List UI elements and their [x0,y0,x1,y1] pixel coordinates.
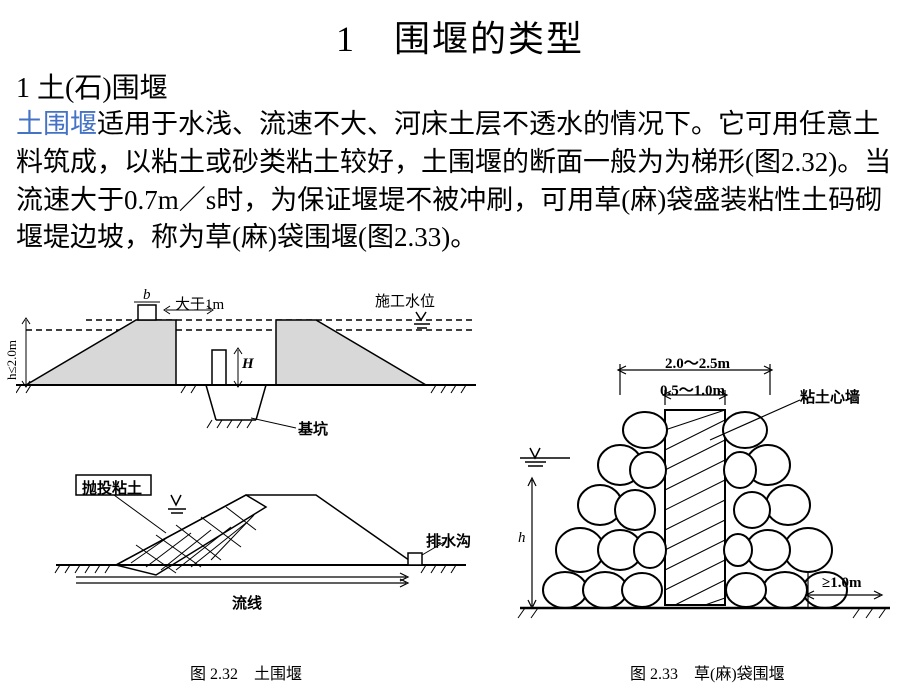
main-title: 1 围堰的类型 [0,0,920,62]
label-drain: 排水沟 [426,530,471,551]
body-text: 土围堰适用于水浅、流速不大、河床土层不透水的情况下。它可用任意土料筑成，以粘土或… [0,106,920,257]
body-content: 适用于水浅、流速不大、河床土层不透水的情况下。它可用任意土料筑成，以粘土或砂类粘… [16,109,891,252]
label-b: b [143,287,151,304]
link-term: 土围堰 [16,109,97,139]
fig233-caption: 图 2.33 草(麻)袋围堰 [630,660,785,684]
label-h-axis: h≤2.0m [4,340,20,380]
figures-area: b 大于1m 施工水位 h≤2.0m H 基坑 [0,290,920,690]
label-core-wall: 粘土心墙 [800,386,860,407]
label-base: ≥1.0m [822,575,861,592]
label-inner-dim: 0.5～1.0m [660,379,725,400]
label-h: h [518,530,526,547]
label-pit: 基坑 [298,418,328,439]
label-clay: 抛投粘土 [82,477,142,498]
label-flow: 流线 [232,592,262,613]
label-H: H [242,356,254,373]
section-title: 1 土(石)围堰 [0,62,920,106]
label-gt1m: 大于1m [175,293,224,314]
fig232-caption: 图 2.32 土围堰 [190,660,302,684]
label-water-level: 施工水位 [375,290,435,311]
label-top-dim: 2.0～2.5m [665,352,730,373]
